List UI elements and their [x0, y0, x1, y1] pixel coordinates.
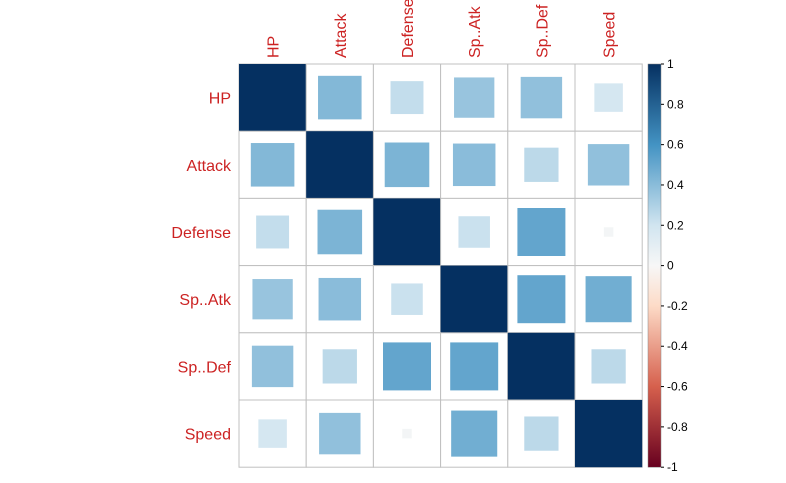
colorbar-tick-label: -0.8: [667, 420, 688, 434]
corr-square-Attack-Sp..Def: [524, 147, 559, 182]
colorbar-tick-label: -1: [667, 460, 678, 474]
row-label-Speed: Speed: [185, 427, 231, 444]
corr-square-Attack-Speed: [587, 144, 630, 186]
grid-cell: [305, 197, 374, 267]
corr-square-Sp..Def-Defense: [383, 342, 431, 391]
corr-square-Sp..Atk-Sp..Atk: [440, 265, 508, 333]
corr-square-Sp..Def-HP: [251, 345, 294, 388]
corr-square-Sp..Atk-HP: [252, 279, 293, 320]
corr-square-HP-Defense: [390, 81, 424, 115]
corr-square-Speed-Sp..Def: [524, 416, 559, 451]
row-label-Defense: Defense: [171, 225, 231, 242]
corr-square-HP-Sp..Def: [520, 76, 563, 119]
col-label-Speed: Speed: [602, 12, 619, 58]
colorbar-tick-label: 0: [667, 259, 674, 273]
colorbar-tick-label: 0.2: [667, 218, 684, 232]
corr-square-Sp..Atk-Sp..Def: [517, 275, 566, 324]
corr-square-Speed-HP: [258, 419, 287, 448]
colorbar-tick-label: -0.6: [667, 380, 688, 394]
col-label-Sp..Atk: Sp..Atk: [467, 5, 484, 58]
corr-square-Defense-Defense: [373, 198, 441, 266]
colorbar-tick-label: 1: [667, 57, 674, 71]
corr-square-Attack-Sp..Atk: [452, 143, 496, 187]
corr-square-HP-Sp..Atk: [454, 77, 495, 118]
col-label-Defense: Defense: [400, 0, 417, 58]
row-label-Attack: Attack: [187, 158, 232, 175]
row-label-HP: HP: [209, 91, 231, 108]
corr-square-Sp..Def-Sp..Def: [507, 332, 575, 400]
corr-square-Speed-Sp..Atk: [451, 410, 498, 457]
col-label-Sp..Def: Sp..Def: [534, 4, 551, 58]
col-label-Attack: Attack: [333, 13, 350, 58]
corr-square-Defense-HP: [256, 215, 290, 249]
corr-square-Attack-HP: [250, 143, 295, 187]
corr-square-Sp..Atk-Speed: [585, 276, 632, 323]
corr-square-Sp..Def-Attack: [322, 349, 357, 384]
corr-square-Attack-Attack: [306, 131, 374, 199]
row-label-Sp..Atk: Sp..Atk: [179, 292, 232, 309]
corr-square-Defense-Attack: [317, 209, 363, 255]
col-label-HP: HP: [266, 36, 283, 58]
corr-square-HP-HP: [239, 64, 307, 132]
colorbar-tick-label: -0.4: [667, 339, 688, 353]
colorbar: [647, 63, 662, 468]
corr-square-Speed-Attack: [319, 412, 361, 455]
corr-square-Defense-Sp..Atk: [458, 216, 490, 248]
corr-square-Defense-Speed: [603, 227, 614, 237]
corr-square-Speed-Speed: [575, 400, 643, 468]
colorbar-tick-label: 0.8: [667, 97, 684, 111]
corr-square-HP-Attack: [318, 75, 362, 120]
corr-square-Sp..Atk-Attack: [318, 277, 362, 321]
corr-square-Speed-Defense: [402, 428, 412, 439]
corr-square-Defense-Sp..Def: [517, 208, 566, 256]
row-label-Sp..Def: Sp..Def: [178, 359, 232, 376]
corr-square-HP-Speed: [594, 83, 623, 112]
corr-square-Sp..Def-Sp..Atk: [450, 342, 499, 391]
colorbar-tick-label: -0.2: [667, 299, 688, 313]
corr-square-Attack-Defense: [384, 142, 430, 188]
colorbar-tick-label: 0.4: [667, 178, 684, 192]
corr-square-Sp..Def-Speed: [591, 349, 626, 384]
colorbar-tick-label: 0.6: [667, 138, 684, 152]
corr-square-Sp..Atk-Defense: [391, 283, 423, 315]
